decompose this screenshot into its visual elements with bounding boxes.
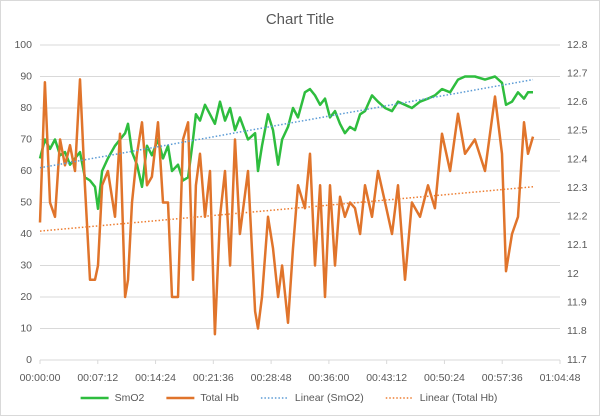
y2-tick-label: 12.5	[567, 125, 588, 137]
y-tick-label: 0	[26, 354, 32, 366]
y2-tick-label: 12.1	[567, 239, 588, 251]
y-tick-label: 10	[20, 322, 32, 334]
trendline	[39, 78, 534, 169]
x-tick-label: 00:28:48	[251, 372, 292, 384]
chart-title: Chart Title	[266, 11, 334, 28]
y-tick-label: 40	[20, 228, 32, 240]
y-tick-label: 60	[20, 165, 32, 177]
legend-label: Linear (SmO2)	[295, 392, 364, 404]
x-tick-label: 00:43:12	[366, 372, 407, 384]
y-tick-label: 20	[20, 291, 32, 303]
y-tick-label: 80	[20, 102, 32, 114]
y2-tick-label: 12.8	[567, 39, 588, 51]
x-tick-label: 00:57:36	[482, 372, 523, 384]
y2-tick-label: 12.4	[567, 153, 588, 165]
x-tick-label: 00:21:36	[193, 372, 234, 384]
y2-tick-label: 11.8	[567, 325, 587, 337]
y2-tick-label: 11.9	[567, 297, 587, 309]
x-tick-label: 00:14:24	[135, 372, 176, 384]
y-tick-label: 100	[14, 39, 32, 51]
x-tick-label: 00:07:12	[77, 372, 118, 384]
x-tick-label: 00:50:24	[424, 372, 465, 384]
x-tick-label: 00:36:00	[308, 372, 349, 384]
legend-label: Linear (Total Hb)	[420, 392, 498, 404]
series-line	[38, 75, 533, 211]
series-line	[38, 78, 535, 336]
y2-tick-label: 12.7	[567, 67, 588, 79]
legend-label: SmO2	[115, 392, 145, 404]
x-tick-label: 00:00:00	[20, 372, 61, 384]
y2-tick-label: 12.2	[567, 211, 588, 223]
y2-tick-label: 11.7	[567, 354, 587, 366]
x-tick-label: 01:04:48	[540, 372, 581, 384]
y-tick-label: 50	[20, 196, 32, 208]
y2-tick-label: 12	[567, 268, 579, 280]
legend-label: Total Hb	[200, 392, 239, 404]
y2-tick-label: 12.3	[567, 182, 588, 194]
y-tick-label: 70	[20, 133, 32, 145]
y-tick-label: 30	[20, 259, 32, 271]
y-tick-label: 90	[20, 70, 32, 82]
y2-tick-label: 12.6	[567, 96, 588, 108]
